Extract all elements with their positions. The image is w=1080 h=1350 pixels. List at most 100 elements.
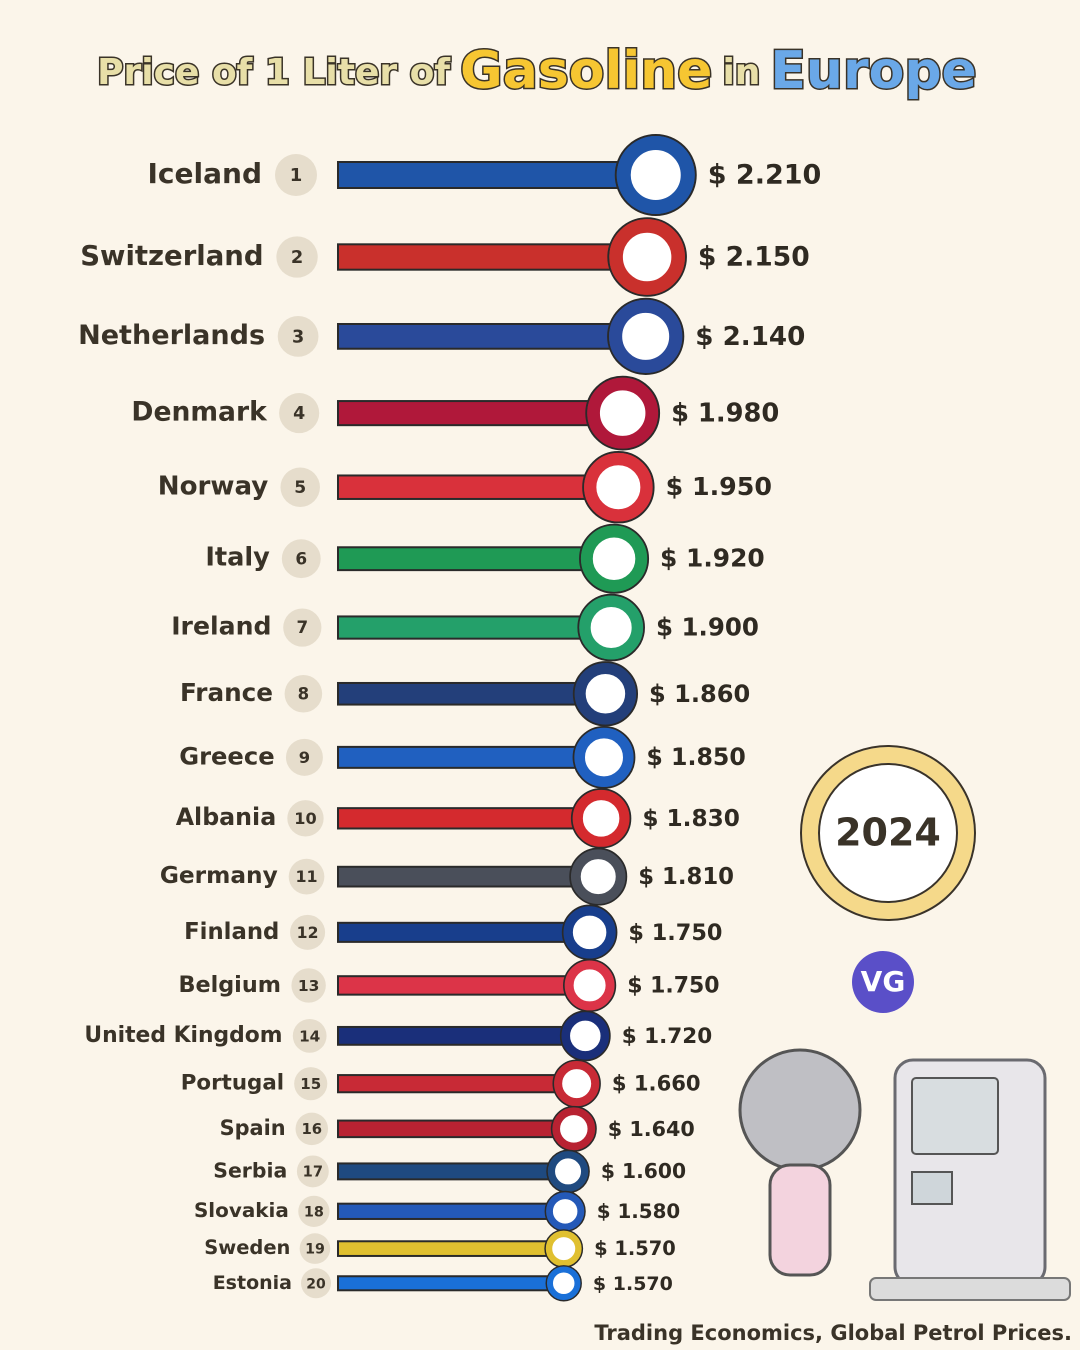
rank-badge xyxy=(294,1067,328,1101)
value-label: $ 2.210 xyxy=(708,160,822,191)
value-label: $ 1.750 xyxy=(628,920,722,946)
category-label: Slovakia xyxy=(194,1198,289,1222)
pump-display xyxy=(911,1077,999,1155)
bar xyxy=(337,865,600,888)
category-label: Albania xyxy=(176,803,277,831)
rank-badge xyxy=(284,674,323,713)
rank-label: 18 xyxy=(304,1204,324,1220)
value-label: $ 1.600 xyxy=(601,1159,686,1183)
rank-label: 12 xyxy=(297,923,319,942)
category-label: United Kingdom xyxy=(84,1023,282,1048)
rank-badge xyxy=(298,1195,330,1227)
rank-label: 19 xyxy=(305,1242,325,1258)
bar xyxy=(337,1162,570,1181)
rank-label: 15 xyxy=(300,1075,321,1093)
value-label: $ 1.570 xyxy=(593,1273,673,1295)
rank-badge xyxy=(285,738,323,776)
category-label: Serbia xyxy=(213,1158,287,1182)
bar xyxy=(337,745,605,769)
rank-label: 7 xyxy=(296,617,308,637)
chart-title: Price of 1 Liter of Gasoline in Europe xyxy=(97,41,977,101)
pump-screen xyxy=(911,1171,953,1205)
rank-badge xyxy=(295,1112,329,1146)
title-part: Gasoline xyxy=(460,41,712,101)
category-label: Ireland xyxy=(171,612,271,641)
rank-badge xyxy=(287,800,324,837)
category-label: Denmark xyxy=(131,397,268,428)
rank-badge xyxy=(288,858,325,895)
value-label: $ 1.900 xyxy=(656,613,759,642)
flag xyxy=(570,849,626,904)
category-label: France xyxy=(180,678,273,707)
year-badge xyxy=(802,747,974,919)
rank-badge xyxy=(290,914,326,950)
title-part: Europe xyxy=(770,41,976,101)
bar xyxy=(337,322,647,350)
year: 2024 xyxy=(835,811,941,855)
value-label: $ 1.660 xyxy=(612,1071,701,1096)
flag xyxy=(554,1061,600,1107)
rank-label: 14 xyxy=(299,1027,320,1045)
bar xyxy=(337,1275,565,1292)
logo-badge xyxy=(852,951,914,1013)
value-label: $ 1.640 xyxy=(608,1117,695,1141)
title-part: in xyxy=(722,52,760,93)
flag xyxy=(546,1266,581,1301)
value-label: $ 1.950 xyxy=(666,472,772,501)
bar xyxy=(337,1119,575,1139)
bar xyxy=(337,921,591,943)
bar xyxy=(337,474,620,500)
bar xyxy=(337,161,657,189)
flag xyxy=(552,1107,596,1151)
pump-illustration xyxy=(738,1048,1071,1301)
bar xyxy=(337,1202,567,1220)
rank-badge xyxy=(280,467,320,507)
category-label: Netherlands xyxy=(78,320,265,351)
flag xyxy=(563,906,616,959)
flag xyxy=(574,727,634,787)
flag xyxy=(574,662,637,725)
value-label: $ 1.980 xyxy=(671,399,779,429)
rank-label: 2 xyxy=(291,247,303,268)
rank-badge xyxy=(292,1018,327,1053)
rank-label: 9 xyxy=(299,748,310,767)
flag xyxy=(572,789,630,847)
logo: VG xyxy=(861,965,906,998)
rank-badge xyxy=(281,539,321,579)
rank-badge xyxy=(291,968,326,1003)
value-label: $ 1.580 xyxy=(597,1200,680,1223)
rank-label: 20 xyxy=(306,1276,326,1292)
rank-label: 17 xyxy=(303,1163,323,1180)
category-label: Switzerland xyxy=(80,240,263,272)
value-label: $ 2.150 xyxy=(698,242,810,273)
pump-base xyxy=(869,1277,1071,1301)
category-label: Portugal xyxy=(181,1071,284,1096)
flag xyxy=(564,960,615,1011)
bar xyxy=(337,1025,587,1046)
rank-label: 11 xyxy=(295,867,317,886)
value-label: $ 1.850 xyxy=(646,743,745,771)
value-label: $ 1.860 xyxy=(649,680,750,708)
character-body xyxy=(768,1163,832,1277)
flag xyxy=(609,219,685,295)
rank-badge xyxy=(301,1268,331,1299)
bar xyxy=(337,975,591,996)
flag xyxy=(580,525,648,592)
year-badge-outline xyxy=(818,763,958,903)
rank-badge xyxy=(296,1155,329,1188)
rank-label: 4 xyxy=(293,404,305,424)
bar xyxy=(337,681,607,706)
category-label: Greece xyxy=(179,742,274,770)
value-label: $ 1.830 xyxy=(642,805,740,832)
bar xyxy=(337,546,616,572)
rank-badge xyxy=(277,316,319,357)
category-label: Germany xyxy=(160,862,278,889)
category-label: Finland xyxy=(184,919,279,945)
category-label: Iceland xyxy=(148,157,262,190)
rank-label: 6 xyxy=(295,549,307,569)
bar xyxy=(337,807,603,830)
value-label: $ 1.720 xyxy=(622,1024,713,1049)
flag xyxy=(584,452,653,522)
rank-badge xyxy=(299,1233,331,1264)
rank-label: 1 xyxy=(290,165,303,186)
